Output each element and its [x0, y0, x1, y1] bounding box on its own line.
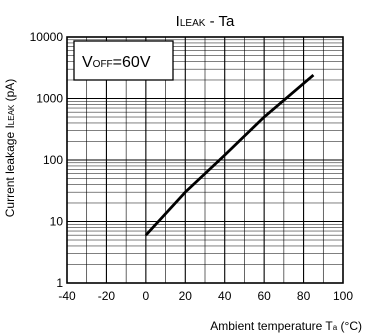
x-tick-label: 60	[257, 289, 271, 303]
annotation-box	[73, 40, 174, 81]
tick-layer: -40 -20 0 20 40 60 80 100 1 10 100 1000 10000	[30, 30, 354, 303]
y-axis-label: Current leakage ILEAK (pA)	[3, 79, 17, 218]
x-tick-label: -40	[58, 289, 76, 303]
annotation-sub: OFF	[93, 59, 113, 70]
x-tick-label: -20	[98, 289, 116, 303]
x-axis-label-sub: a	[333, 323, 338, 332]
y-tick-label: 1000	[36, 92, 63, 106]
chart-title: ILEAK - Ta	[176, 13, 235, 30]
y-axis-label-main: Current leakage I	[3, 125, 17, 217]
annotation-rest: =60V	[113, 54, 151, 71]
x-axis-label-rest: (°C)	[337, 319, 362, 333]
chart-title-main: I	[176, 13, 180, 30]
y-axis-label-rest: (pA)	[3, 79, 17, 105]
y-tick-label: 10	[50, 215, 64, 229]
x-tick-label: 0	[143, 289, 150, 303]
series-layer	[144, 74, 315, 237]
annotation-text: VOFF=60V	[82, 54, 151, 71]
chart-title-rest: - Ta	[205, 13, 235, 30]
x-axis-label: Ambient temperature Ta (°C)	[210, 319, 362, 333]
plot-frame	[66, 36, 344, 284]
x-tick-label: 80	[297, 289, 311, 303]
y-tick-label: 100	[43, 153, 63, 167]
x-tick-label: 100	[333, 289, 353, 303]
x-tick-label: 40	[218, 289, 232, 303]
y-axis-label-sub: LEAK	[7, 104, 16, 125]
y-tick-label: 10000	[30, 30, 64, 44]
leakage-series-line	[144, 74, 315, 237]
y-tick-label: 1	[56, 276, 63, 290]
annotation-main: V	[82, 54, 93, 71]
x-tick-label: 20	[179, 289, 193, 303]
chart-title-sub: LEAK	[180, 18, 206, 29]
x-axis-label-main: Ambient temperature T	[210, 319, 333, 333]
